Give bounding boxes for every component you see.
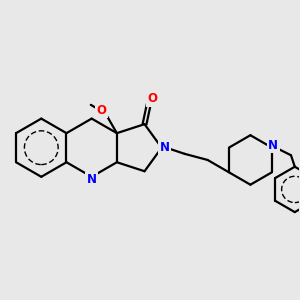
Text: O: O	[97, 104, 106, 117]
Text: O: O	[147, 92, 158, 105]
Text: N: N	[268, 139, 278, 152]
Text: N: N	[160, 141, 170, 154]
Text: N: N	[87, 173, 97, 186]
